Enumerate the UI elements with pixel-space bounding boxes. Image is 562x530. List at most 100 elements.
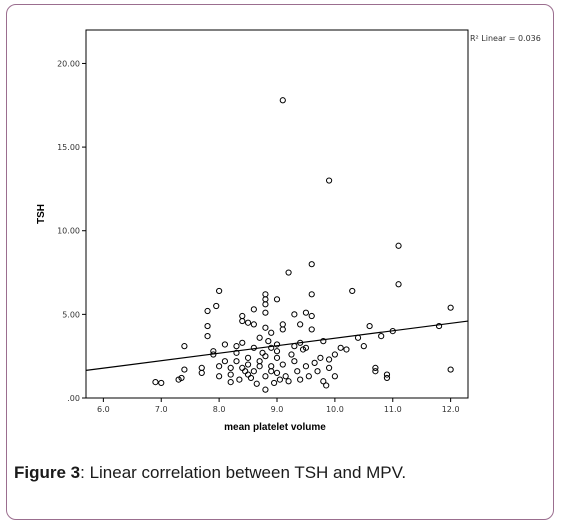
data-point (256, 363, 263, 370)
data-point (323, 382, 330, 389)
data-point (204, 307, 211, 315)
data-point (262, 301, 269, 308)
data-point (233, 358, 240, 365)
data-point (239, 339, 246, 346)
data-point (302, 363, 310, 370)
data-point (271, 379, 278, 387)
y-tick-label: 15.00 (57, 143, 80, 152)
data-point (308, 312, 315, 320)
data-point (221, 358, 229, 365)
y-tick-label: .00 (67, 394, 80, 403)
data-point (395, 242, 402, 249)
x-tick-label: 9.0 (271, 405, 284, 414)
data-point (221, 341, 229, 348)
data-point (158, 379, 165, 387)
data-point (279, 97, 286, 104)
data-point (247, 374, 255, 382)
y-axis: .00 5.00 10.00 15.00 20.00 (57, 59, 86, 403)
fit-label: R² Linear = 0.036 (470, 34, 541, 43)
plot-area (85, 29, 469, 399)
scatter-chart: 6.0 7.0 8.0 9.0 10.0 11.0 12.0 .00 5.00 10.00 15.… (36, 29, 541, 433)
data-point (395, 281, 402, 288)
data-point (302, 309, 310, 316)
data-point (311, 359, 318, 366)
data-point (273, 369, 281, 377)
x-axis-title: mean platelet volume (224, 422, 326, 433)
data-point (227, 379, 234, 386)
data-point (320, 338, 327, 345)
data-point (308, 261, 315, 268)
x-tick-label: 7.0 (155, 405, 168, 414)
data-point (282, 373, 289, 380)
data-point (294, 368, 301, 375)
data-point (285, 378, 292, 385)
data-point (253, 380, 260, 387)
data-point (250, 321, 257, 328)
data-point (181, 343, 188, 350)
data-point (262, 373, 269, 380)
data-point (152, 379, 159, 386)
data-point (331, 351, 338, 358)
data-point (204, 322, 211, 330)
data-point (435, 322, 443, 330)
x-tick-label: 11.0 (384, 405, 402, 414)
data-point (233, 349, 240, 356)
data-point (276, 376, 283, 383)
x-tick-label: 12.0 (442, 405, 460, 414)
data-point (268, 329, 275, 336)
data-point (244, 319, 252, 326)
data-point (297, 376, 304, 383)
data-point (213, 302, 220, 310)
data-point (325, 364, 333, 371)
data-point (268, 368, 275, 375)
data-point (331, 373, 338, 380)
data-point (279, 326, 286, 333)
data-point (216, 287, 223, 295)
data-point (325, 356, 333, 363)
data-point (317, 354, 324, 361)
data-point (262, 353, 269, 360)
caption-label: Figure 3 (14, 463, 81, 482)
x-tick-label: 8.0 (213, 405, 226, 414)
data-point (305, 373, 312, 380)
data-point (447, 304, 454, 311)
data-point (372, 364, 379, 371)
data-point (302, 344, 310, 351)
data-point (297, 321, 304, 328)
data-point (178, 374, 185, 382)
data-point (343, 346, 350, 353)
data-point (250, 368, 257, 375)
data-point (265, 338, 272, 345)
data-point (256, 334, 263, 341)
data-point (273, 341, 281, 348)
data-point (383, 374, 391, 382)
data-points (152, 97, 454, 393)
data-point (198, 369, 205, 377)
caption-text: : Linear correlation between TSH and MPV… (80, 463, 407, 482)
data-point (288, 351, 295, 358)
data-point (204, 333, 211, 340)
data-point (244, 354, 252, 361)
x-axis: 6.0 7.0 8.0 9.0 10.0 11.0 12.0 (97, 398, 460, 414)
data-point (314, 368, 321, 375)
data-point (360, 343, 367, 350)
data-point (285, 269, 292, 276)
data-point (273, 354, 281, 361)
data-point (291, 358, 298, 365)
data-point (262, 386, 269, 393)
data-point (337, 344, 344, 351)
data-point (372, 368, 379, 375)
data-point (308, 291, 315, 298)
data-point (325, 177, 333, 184)
data-point (239, 317, 246, 325)
data-point (236, 376, 243, 383)
data-point (273, 296, 281, 303)
x-tick-label: 6.0 (97, 405, 110, 414)
data-point (262, 309, 269, 316)
x-tick-label: 10.0 (326, 405, 344, 414)
figure-caption: Figure 3: Linear correlation between TSH… (14, 463, 544, 483)
data-point (447, 366, 454, 373)
data-point (349, 287, 356, 295)
data-point (227, 364, 234, 371)
y-tick-label: 5.00 (62, 310, 80, 319)
